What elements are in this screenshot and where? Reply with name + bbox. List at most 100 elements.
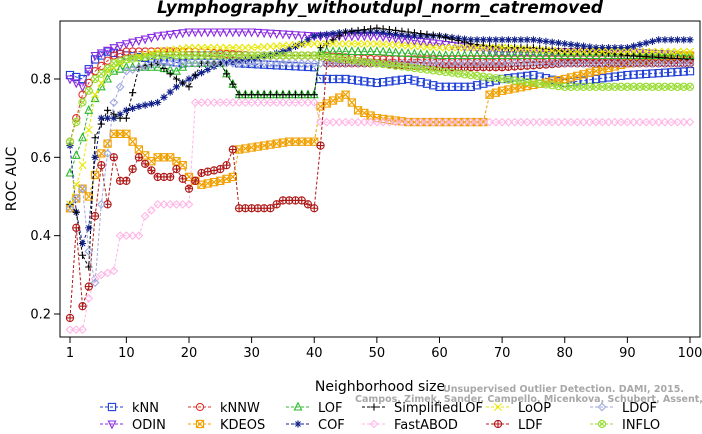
data-point-cof [655, 36, 663, 44]
data-point-fastabod [466, 117, 476, 127]
data-point-ldof [222, 58, 231, 68]
data-point-simplifiedlof [348, 27, 356, 35]
data-point-inflo [92, 76, 98, 82]
data-point-lof [453, 50, 463, 60]
data-point-simplifiedlof [442, 33, 450, 42]
data-point-inflo [541, 80, 551, 89]
data-point-inflo [410, 63, 419, 73]
data-point-cof [135, 102, 143, 111]
data-point-inflo [505, 76, 512, 83]
data-point-kdeos [247, 143, 256, 152]
data-point-ldof [322, 58, 332, 68]
data-point-inflo [447, 68, 457, 77]
data-point-simplifiedlof [172, 75, 181, 83]
data-point-inflo [153, 51, 162, 60]
chart-title: Lymphography_withoutdupl_norm_catremoved [157, 0, 604, 18]
data-point-odin [209, 28, 219, 38]
data-point-fastabod [597, 117, 607, 127]
data-point-loop [429, 43, 438, 52]
data-point-inflo [524, 79, 531, 86]
data-point-lof [604, 50, 614, 60]
data-point-simplifiedlof [116, 114, 124, 122]
data-point-cof [329, 29, 337, 38]
data-point-odin [84, 67, 94, 77]
data-point-knn [78, 74, 87, 84]
data-point-ldof [648, 58, 657, 68]
data-point-kdeos [347, 98, 356, 107]
data-point-inflo [411, 65, 418, 71]
data-point-fastabod [391, 117, 401, 127]
data-point-fastabod [422, 117, 432, 127]
data-point-inflo [422, 65, 432, 74]
data-point-loop [623, 47, 632, 56]
data-point-kdeos [385, 115, 394, 124]
data-point-cof [617, 44, 625, 52]
data-point-loop [354, 39, 363, 48]
data-point-inflo [342, 56, 349, 63]
data-point-kdeos [510, 84, 519, 93]
data-point-kdeos [84, 192, 93, 201]
data-point-fastabod [660, 117, 670, 127]
data-point-cof [222, 58, 231, 67]
data-point-inflo [373, 60, 380, 67]
data-point-inflo [492, 75, 499, 82]
data-point-fastabod [303, 98, 313, 107]
data-point-loop [260, 42, 269, 51]
data-point-kdeos [97, 149, 106, 158]
data-point-ldof [460, 58, 469, 68]
data-point-inflo [336, 55, 343, 62]
legend-item-simplifiedlof: SimplifiedLOF [362, 401, 483, 416]
data-point-cof [542, 37, 550, 45]
data-point-knn [642, 69, 651, 79]
data-point-loop [560, 47, 569, 56]
data-point-fastabod [460, 117, 469, 127]
data-point-inflo [605, 83, 612, 90]
legend-marker-simplifiedlof [370, 403, 378, 411]
data-point-inflo [216, 51, 225, 60]
data-point-simplifiedlof [191, 71, 199, 79]
data-point-odin [228, 28, 238, 38]
data-point-fastabod [679, 117, 689, 127]
data-point-lof [441, 50, 451, 60]
legend-item-knn: kNN [100, 401, 159, 416]
data-point-loop [592, 47, 601, 56]
data-point-simplifiedlof [429, 31, 437, 39]
data-point-cof [536, 37, 544, 45]
data-point-loop [78, 161, 87, 170]
data-point-inflo [680, 83, 687, 90]
data-point-lof [409, 48, 419, 58]
y-axis: 0.2 0.4 0.6 0.8 [30, 73, 60, 323]
data-point-inflo [361, 58, 368, 65]
data-point-inflo [217, 52, 224, 59]
data-point-simplifiedlof [285, 91, 293, 99]
data-point-simplifiedlof [354, 26, 362, 35]
data-point-kdeos [78, 184, 87, 193]
data-point-inflo [611, 83, 618, 90]
legend-item-knnw: kNNW [188, 401, 260, 416]
data-point-cof [686, 36, 694, 44]
data-point-ldof [572, 58, 582, 68]
data-point-cof [316, 31, 325, 39]
data-point-inflo [674, 83, 681, 90]
data-point-odin [184, 28, 194, 38]
data-point-loop [297, 40, 306, 49]
data-point-kdeos [241, 144, 250, 153]
data-point-fastabod [635, 117, 645, 127]
data-point-loop [72, 180, 81, 189]
data-point-ldof [309, 58, 319, 68]
data-point-kdeos [272, 139, 281, 148]
data-point-inflo [78, 98, 87, 107]
data-point-inflo [341, 55, 350, 64]
data-point-fastabod [78, 325, 87, 335]
data-point-odin [96, 49, 106, 59]
data-point-loop [466, 43, 475, 52]
data-point-knn [516, 72, 526, 81]
data-point-inflo [330, 54, 336, 61]
data-point-kdeos [91, 170, 100, 179]
data-point-inflo [405, 64, 412, 71]
data-point-cof [398, 31, 406, 39]
data-point-inflo [397, 62, 407, 71]
data-point-fastabod [385, 117, 394, 127]
data-point-inflo [154, 52, 161, 59]
data-point-inflo [148, 53, 155, 60]
